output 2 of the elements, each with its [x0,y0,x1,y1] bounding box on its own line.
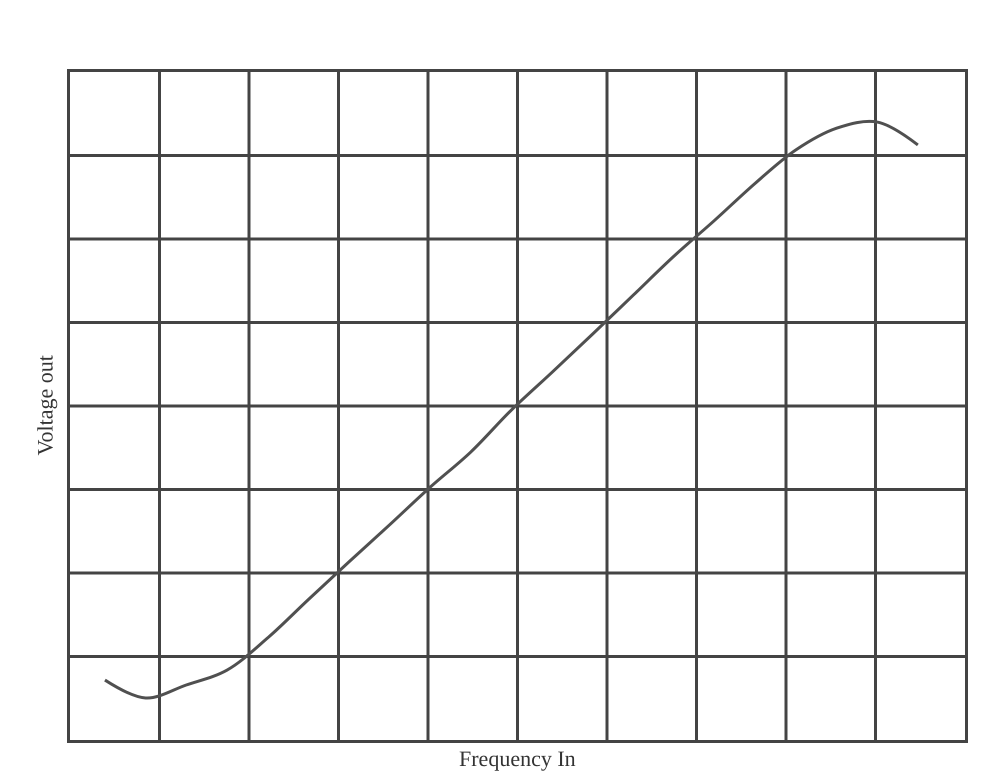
x-axis-title: Frequency In [459,746,576,771]
y-axis-title: Voltage out [32,355,58,456]
